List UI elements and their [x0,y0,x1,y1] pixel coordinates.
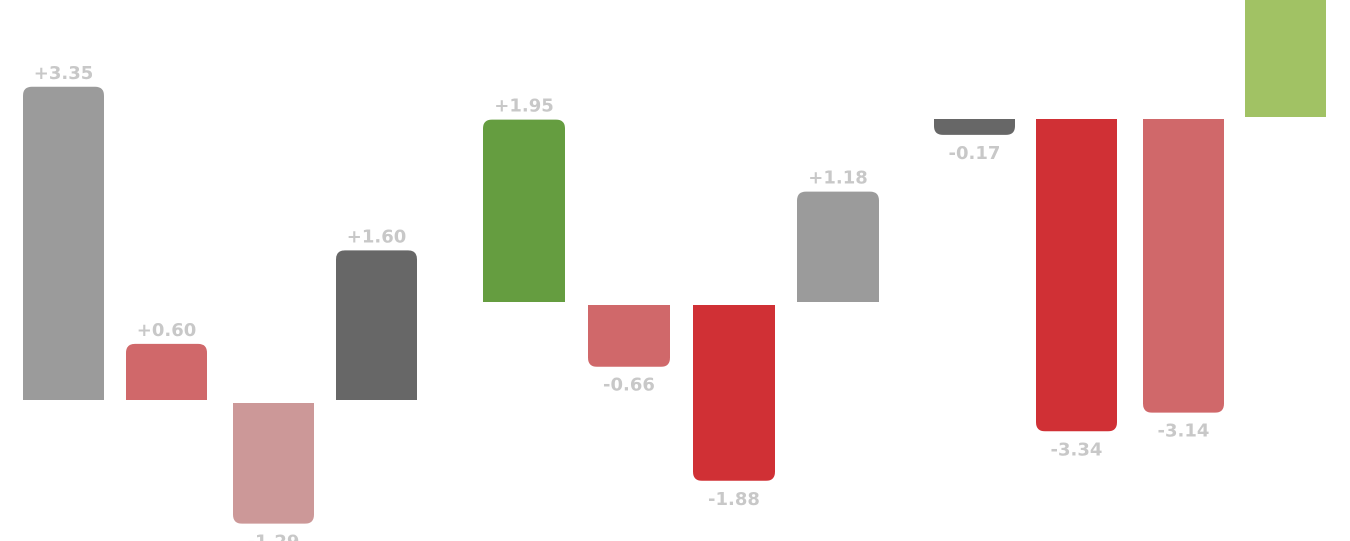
bar-1-4 [336,250,417,400]
bar-value-label: +1.18 [808,168,868,189]
bar-value-label: -0.66 [603,375,655,396]
bar-1-2 [126,343,207,400]
bar-value-label: -1.29 [248,532,300,541]
bar-2-4 [797,191,879,302]
bar-2-2 [588,305,670,367]
bar-value-label: -3.34 [1051,439,1103,460]
bar-value-label: +3.35 [34,63,94,84]
bar-value-label: -0.17 [949,143,1001,164]
bar-3-3 [1143,119,1224,413]
bar-value-label: -3.14 [1158,421,1210,442]
bar-value-label: +1.95 [494,96,554,117]
bar-value-label: +1.60 [347,226,407,247]
bar-3-1 [934,119,1015,135]
bar-group-1: +3.35 +0.60 -1.29 +1.60 [23,63,417,541]
bar-3-2 [1036,119,1117,432]
bar-1-3 [233,403,314,524]
bar-1-1 [23,86,104,401]
bar-value-label: -1.88 [708,489,760,510]
bar-value-label: +0.60 [137,320,197,341]
bar-3-4 [1245,0,1326,117]
bar-group-3: -0.17-3.34-3.14+1.60 [934,0,1326,460]
bar-2-3 [693,305,775,481]
bar-2-1 [483,119,565,302]
bar-group-2: +1.95 -0.66 -1.88 +1.18 [483,96,879,510]
